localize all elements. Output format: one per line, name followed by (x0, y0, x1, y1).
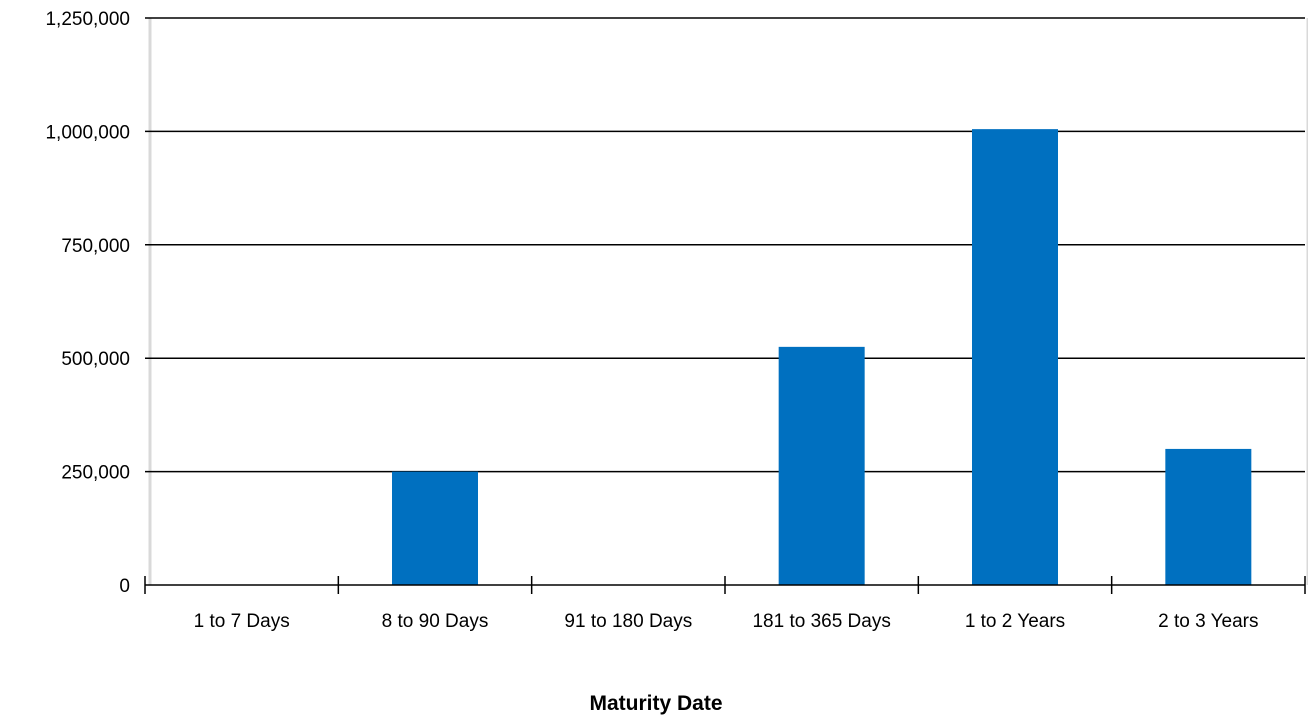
bar (778, 346, 865, 585)
bar (1165, 448, 1252, 585)
y-tick-label: 1,250,000 (45, 9, 130, 30)
y-tick-label: 1,000,000 (45, 122, 130, 143)
y-tick-label: 500,000 (61, 349, 130, 370)
x-tick-label: 181 to 365 Days (752, 611, 890, 632)
bars (392, 129, 1252, 585)
y-tick-label: 750,000 (61, 236, 130, 257)
y-tick-label: 250,000 (61, 463, 130, 484)
y-axis-ticks: 0 250,000 500,000 750,000 1,000,000 1,250,000 (45, 9, 130, 597)
gridlines (145, 17, 1305, 473)
y-tick-label: 0 (119, 576, 130, 597)
x-tick-label: 1 to 2 Years (965, 611, 1065, 632)
x-tick-label: 1 to 7 Days (194, 611, 290, 632)
x-axis-title: Maturity Date (589, 692, 722, 715)
x-axis-ticks: 1 to 7 Days 8 to 90 Days 91 to 180 Days 181… (194, 611, 1259, 632)
x-tick-label: 8 to 90 Days (382, 611, 489, 632)
x-tick-label: 91 to 180 Days (564, 611, 692, 632)
bar (972, 129, 1058, 585)
x-axis (144, 576, 1306, 594)
x-tick-label: 2 to 3 Years (1158, 611, 1258, 632)
bar (392, 471, 478, 585)
